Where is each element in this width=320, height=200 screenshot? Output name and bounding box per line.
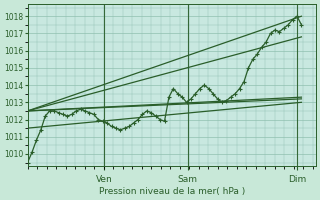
- X-axis label: Pression niveau de la mer( hPa ): Pression niveau de la mer( hPa ): [99, 187, 245, 196]
